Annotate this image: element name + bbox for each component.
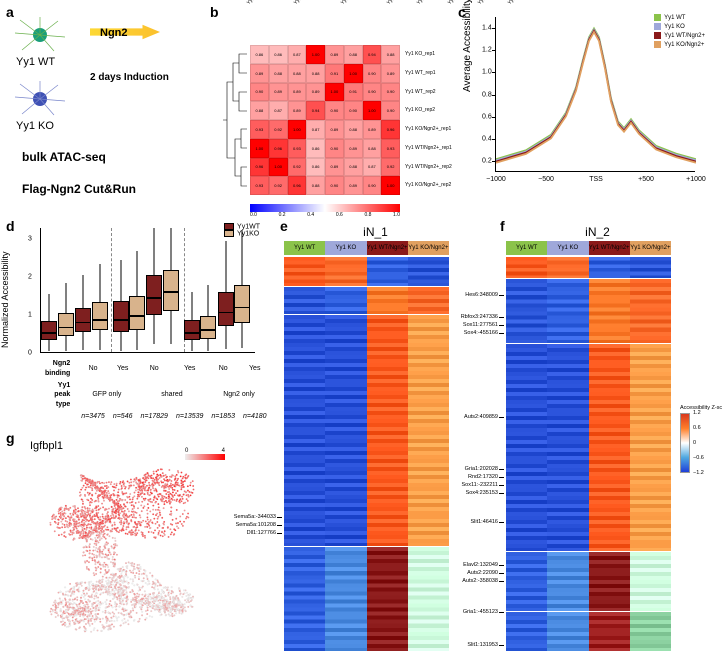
neuron-wt-icon (10, 15, 70, 55)
dendrogram-left-icon (219, 45, 249, 195)
e-title: iN_1 (278, 225, 473, 239)
f-title: iN_2 (500, 225, 695, 239)
e-body: Sema5a:-344033Sema5a:101208Dll1:127766 (284, 257, 449, 652)
atac-label: bulk ATAC-seq (22, 150, 240, 164)
g-legend: 0 4 (185, 448, 225, 460)
d-chart-area (40, 228, 255, 353)
panel-a-schematic: Ngn2 Yy1 WT 2 days Induction Yy1 KO bulk… (10, 15, 240, 205)
b-col-labels: Yy1 WT/Ngn2+_rep1Yy1 WT/Ngn2+_rep2Yy1 KO… (250, 0, 400, 6)
f-body: Hes6:348009Rbfox3:247336Sox11:277561Sox4… (506, 257, 671, 652)
e-col-header: Yy1 WTYy1 KOYy1 WT/Ngn2+Yy1 KO/Ngn2+ (284, 241, 449, 255)
panel-f-heatmap: iN_2 Yy1 WTYy1 KOYy1 WT/Ngn2+Yy1 KO/Ngn2… (500, 225, 695, 652)
g-title: Igfbpl1 (30, 440, 260, 452)
d-bottom-table: Ngn2 bindingNoYesNoYesNoYesYy1 peak type… (40, 357, 272, 424)
c-legend: Yy1 WTYy1 KOYy1 WT/Ngn2+Yy1 KO/Ngn2+ (654, 14, 705, 50)
panel-c-tss-profile: Average Accessibility −1000−500TSS+500+1… (460, 12, 710, 202)
g-colorbar (185, 454, 225, 460)
b-colorbar (250, 204, 400, 212)
zscore-colorbar (680, 413, 690, 473)
b-colorbar-ticks: 0.00.20.40.60.81.0 (250, 212, 400, 218)
f-col-header: Yy1 WTYy1 KOYy1 WT/Ngn2+Yy1 KO/Ngn2+ (506, 241, 671, 255)
zscore-legend: Accessibility Z-scores 1.20.60−0.6−1.2 (680, 405, 722, 473)
neuron-ko-icon (10, 79, 70, 119)
c-ylabel: Average Accessibility (462, 0, 473, 92)
panel-g-umap: Igfbpl1 0 4 (10, 440, 260, 645)
g-legend-min: 0 (185, 448, 188, 454)
panel-b-corr-heatmap: Yy1 WT/Ngn2+_rep1Yy1 WT/Ngn2+_rep2Yy1 KO… (215, 10, 415, 215)
ngn2-label: Ngn2 (100, 27, 128, 39)
panel-e-heatmap: iN_1 Yy1 WTYy1 KOYy1 WT/Ngn2+Yy1 KO/Ngn2… (278, 225, 473, 652)
panel-d-boxplot: Normalized Accessibility Yy1WTYy1KO Ngn2… (10, 228, 260, 418)
d-ylabel: Normalized Accessibility (0, 251, 10, 348)
g-legend-max: 4 (222, 448, 225, 454)
b-heatmap-grid: 0.860.860.871.000.890.880.940.880.890.88… (250, 45, 400, 195)
g-scatter (10, 452, 240, 637)
zscore-title: Accessibility Z-scores (680, 405, 722, 411)
cutrun-label: Flag-Ngn2 Cut&Run (22, 182, 240, 196)
